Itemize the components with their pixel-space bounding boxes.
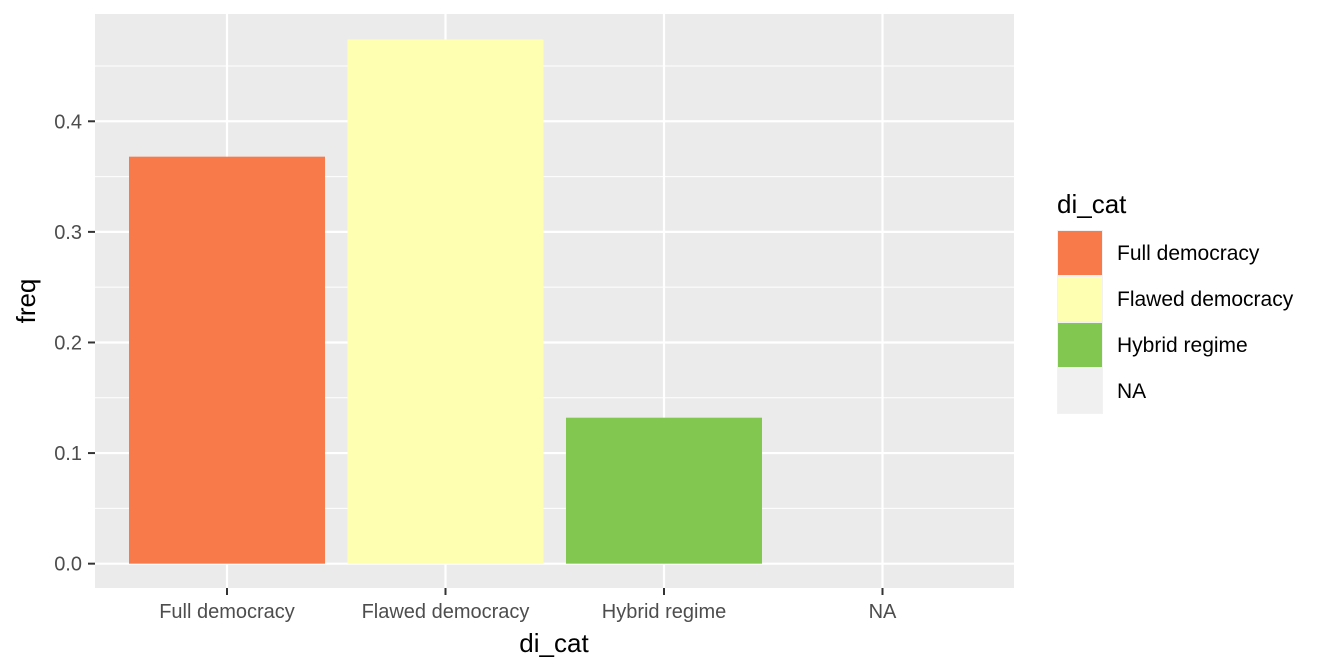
y-tick-label: 0.2 — [54, 332, 82, 354]
legend-key-swatch — [1058, 277, 1102, 321]
bars — [129, 39, 762, 564]
x-axis-title: di_cat — [519, 628, 589, 658]
legend-key-swatch — [1058, 323, 1102, 367]
legend-label: Hybrid regime — [1117, 334, 1248, 357]
y-tick-label: 0.4 — [54, 111, 82, 133]
bar-2 — [566, 417, 762, 564]
legend-label: NA — [1117, 380, 1146, 403]
legend: di_cat Full democracy Flawed democracy Hyb… — [1057, 189, 1294, 414]
x-tick-label: Full democracy — [159, 601, 295, 623]
y-tick-label: 0.1 — [54, 443, 82, 465]
legend-label: Full democracy — [1117, 242, 1260, 265]
x-tick-label: Flawed democracy — [362, 601, 530, 623]
y-axis-title: freq — [11, 279, 41, 324]
legend-label: Flawed democracy — [1117, 288, 1294, 311]
bar-1 — [347, 39, 544, 564]
legend-key-swatch — [1058, 231, 1102, 275]
bar-0 — [129, 156, 325, 564]
x-tick-label: NA — [869, 601, 897, 623]
y-axis: 0.0 0.1 0.2 0.3 0.4 — [54, 111, 95, 576]
x-axis: Full democracy Flawed democracy Hybrid reg… — [159, 588, 897, 623]
legend-key-swatch — [1058, 369, 1102, 413]
y-tick-label: 0.0 — [54, 554, 82, 576]
y-tick-label: 0.3 — [54, 222, 82, 244]
x-tick-label: Hybrid regime — [602, 601, 726, 623]
legend-title: di_cat — [1057, 189, 1127, 219]
